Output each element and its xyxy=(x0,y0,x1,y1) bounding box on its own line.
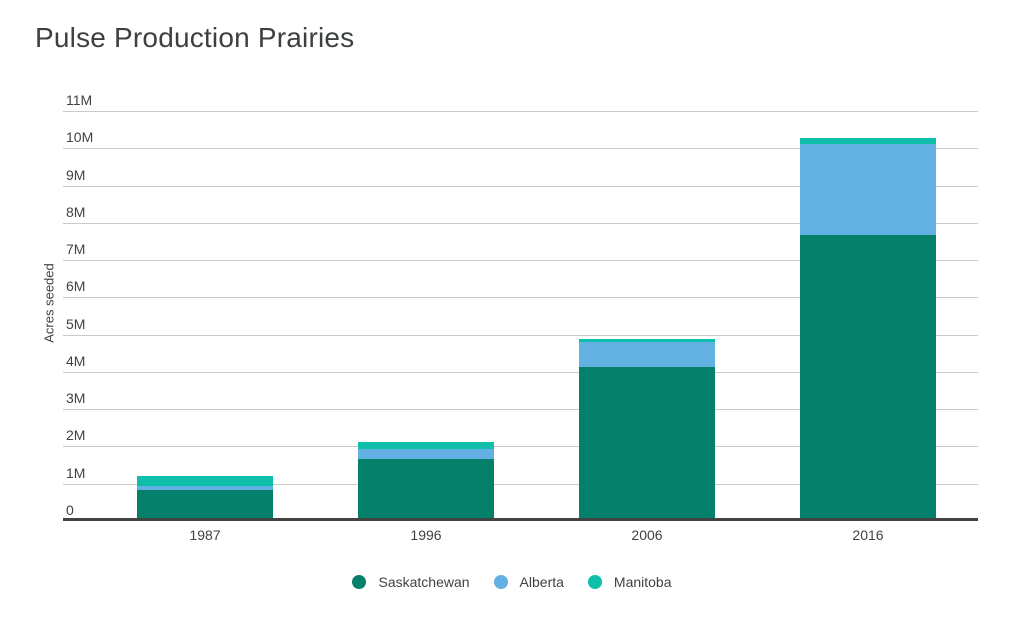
gridline xyxy=(63,334,978,336)
y-tick-label: 6M xyxy=(66,278,86,295)
y-tick-label: 7M xyxy=(66,241,86,258)
gridline xyxy=(63,260,978,262)
x-axis-line xyxy=(63,518,978,521)
gridline xyxy=(63,148,978,150)
bar-1987-alberta[interactable] xyxy=(137,486,273,491)
y-tick-label: 3M xyxy=(66,390,86,407)
bar-1996-manitoba[interactable] xyxy=(358,441,494,450)
y-axis-title: Acres seeded xyxy=(41,263,57,343)
bar-2016-alberta[interactable] xyxy=(800,143,936,235)
legend-item-alberta[interactable]: Alberta xyxy=(493,574,564,590)
y-tick-label: 1M xyxy=(66,464,86,481)
legend: Saskatchewan Alberta Manitoba xyxy=(0,574,1024,590)
y-tick-label: 2M xyxy=(66,427,86,444)
legend-swatch-icon xyxy=(587,575,602,589)
gridline xyxy=(63,185,978,187)
gridline xyxy=(63,446,978,448)
gridline xyxy=(63,111,978,112)
bar-2006-alberta[interactable] xyxy=(579,341,715,368)
plot-area: 0 1M 2M 3M 4M 5M 6M 7M 8M 9M 10M 11M 1987 1996 2006 201… xyxy=(63,90,978,543)
bar-2016-manitoba[interactable] xyxy=(800,137,936,144)
y-tick-label: 10M xyxy=(66,129,94,146)
gridline xyxy=(63,371,978,373)
bar-2006-saskatchewan[interactable] xyxy=(579,367,715,520)
chart-title: Pulse Production Prairies xyxy=(35,22,355,53)
x-tick-label: 1996 xyxy=(410,527,442,543)
y-tick-label: 11M xyxy=(66,92,93,108)
y-tick-label: 5M xyxy=(66,315,86,332)
bar-1996-alberta[interactable] xyxy=(358,449,494,459)
gridline xyxy=(63,297,978,299)
legend-swatch-icon xyxy=(352,575,367,589)
x-tick-label: 2016 xyxy=(852,527,884,543)
bar-2006-manitoba[interactable] xyxy=(579,339,715,342)
legend-item-manitoba[interactable]: Manitoba xyxy=(587,574,672,590)
legend-item-saskatchewan[interactable]: Saskatchewan xyxy=(352,574,470,590)
bar-2016-saskatchewan[interactable] xyxy=(800,234,936,520)
bar-1987-saskatchewan[interactable] xyxy=(137,490,273,520)
y-tick-label: 4M xyxy=(66,352,86,369)
gridline xyxy=(63,483,978,485)
legend-swatch-icon xyxy=(493,575,508,589)
gridline xyxy=(63,409,978,411)
bar-1996-saskatchewan[interactable] xyxy=(358,458,494,520)
legend-label: Saskatchewan xyxy=(378,574,470,590)
x-tick-label: 2006 xyxy=(631,527,663,543)
gridline xyxy=(63,222,978,224)
bar-1987-manitoba[interactable] xyxy=(137,476,273,487)
y-tick-label: 9M xyxy=(66,166,86,183)
legend-label: Manitoba xyxy=(613,574,672,590)
y-tick-label: 0 xyxy=(66,502,74,518)
legend-label: Alberta xyxy=(519,574,564,590)
y-tick-label: 8M xyxy=(66,203,86,220)
x-tick-label: 1987 xyxy=(189,527,221,543)
